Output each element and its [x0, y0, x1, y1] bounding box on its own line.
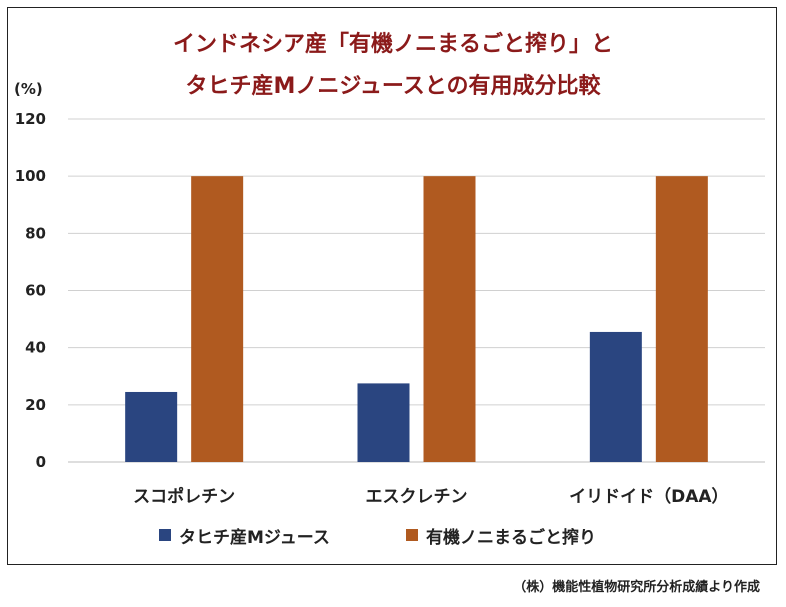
legend-label-series2: 有機ノニまるごと搾り	[426, 527, 596, 548]
y-tick-label-20: 20	[25, 396, 46, 414]
bar-1-series1	[125, 391, 178, 462]
bar-2-series2	[423, 176, 476, 462]
legend-label-series1: タヒチ産Mジュース	[179, 527, 330, 548]
chart-title-line1: インドネシア産「有機ノニまるごと搾り」と	[172, 32, 613, 57]
x-tick-label-3: イリドイド（DAA）	[569, 486, 728, 507]
bar-2-series1	[357, 383, 410, 462]
y-tick-label-40: 40	[25, 339, 46, 357]
x-tick-label-2: エスクレチン	[366, 487, 468, 507]
bar-3-series1	[589, 331, 642, 462]
legend-swatch-series2	[406, 529, 418, 541]
bar-1-series2	[191, 176, 244, 462]
y-tick-label-120: 120	[15, 110, 46, 128]
y-tick-label-0: 0	[36, 453, 46, 471]
y-tick-label-80: 80	[25, 224, 46, 242]
y-axis-unit-label: (%)	[14, 80, 43, 98]
chart-frame	[7, 7, 777, 565]
legend-swatch-series1	[159, 529, 171, 541]
y-tick-label-60: 60	[25, 282, 46, 300]
legend-item-series2: 有機ノニまるごと搾り	[406, 524, 596, 548]
y-tick-label-100: 100	[15, 167, 46, 185]
x-tick-label-1: スコポレチン	[133, 486, 235, 507]
bar-3-series2	[655, 176, 708, 462]
source-note: （株）機能性植物研究所分析成績より作成	[513, 580, 760, 595]
chart-title-line2: タヒチ産Mノニジュースとの有用成分比較	[185, 74, 601, 99]
legend-item-series1: タヒチ産Mジュース	[159, 524, 330, 548]
